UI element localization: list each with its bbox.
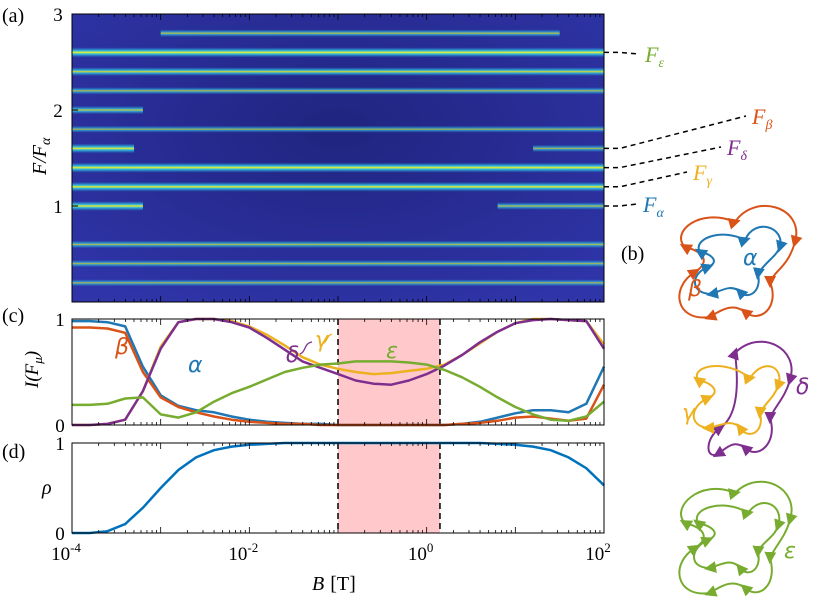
orbit-delta-path: [707, 340, 791, 455]
intensity-panel: 01 I(Fμ) β α δ γ ε: [22, 310, 606, 437]
rho-panel: 01 10-4 10-2 100 102 ρ B [T]: [41, 14, 611, 595]
heatmap-band: [72, 259, 604, 268]
panel-label-c: (c): [2, 305, 24, 327]
intensity-y-ticks: 01: [55, 310, 78, 437]
frequency-label: Fβ: [751, 104, 772, 133]
panel-label-b: (b): [621, 243, 644, 265]
heatmap-band: [72, 47, 604, 58]
orbit-label-gamma: γ: [682, 401, 696, 426]
heatmap-bands: [72, 29, 604, 287]
series-line-epsilon: [72, 360, 605, 423]
orbit-alpha-path: [695, 225, 781, 295]
frequency-label: Fα: [642, 192, 664, 221]
heatmap-band: [72, 240, 604, 249]
frequency-leader: [604, 115, 747, 150]
rho-ytick-label: 1: [55, 434, 65, 455]
intensity-series-labels: β α δ γ ε: [114, 328, 398, 378]
shaded-region-d: [338, 443, 440, 533]
heatmap-band: [72, 143, 135, 154]
heatmap-band: [72, 181, 604, 192]
heatmap-band: [160, 29, 560, 37]
orbit-label-delta: δ: [796, 375, 809, 400]
frequency-leader: [604, 171, 688, 188]
frequency-leader: [604, 146, 722, 169]
rho-y-ticks: 01: [55, 434, 78, 545]
rho-xtick-label: 10-4: [51, 540, 81, 565]
heatmap-band: [497, 202, 604, 210]
heatmap-ytick-label: 2: [53, 101, 63, 122]
panel-label-a: (a): [2, 5, 24, 27]
frequency-label: Fε: [644, 42, 664, 71]
heatmap-background: [72, 14, 604, 302]
orbit-gamma-path: [694, 365, 780, 434]
orbit-beta-path: [679, 205, 796, 318]
label-gamma-leader: [321, 333, 333, 345]
label-gamma: γ: [315, 328, 329, 353]
heatmap-band: [533, 144, 604, 153]
heatmap-band: [72, 201, 143, 211]
rho-xtick-label: 102: [585, 540, 611, 565]
intensity-lines: [72, 317, 606, 427]
heatmap-band: [72, 105, 143, 115]
orbit-alpha-beta: α β: [679, 205, 796, 318]
heatmap-band: [72, 125, 604, 133]
frequency-label: Fγ: [692, 160, 712, 189]
rho-xtick-label: 100: [408, 540, 434, 565]
orbit-label-alpha: α: [743, 246, 758, 271]
heatmap-band: [72, 67, 604, 76]
frequency-leader: [604, 51, 640, 55]
rho-ylabel: ρ: [41, 477, 52, 499]
heatmap-ylabel: F/Fα: [29, 137, 54, 176]
label-delta: δ: [286, 343, 299, 368]
heatmap-ytick-label: 3: [53, 5, 63, 26]
frequency-label: Fδ: [726, 135, 747, 164]
heatmap-band: [72, 87, 604, 95]
orbit-label-beta: β: [687, 277, 702, 302]
label-alpha: α: [188, 353, 203, 378]
intensity-ytick-label: 0: [55, 416, 65, 437]
rho-xtick-label: 10-2: [228, 540, 258, 565]
label-epsilon: ε: [386, 339, 398, 364]
orbit-label-epsilon: ε: [784, 539, 796, 564]
orbit-epsilon-path-inner: [694, 502, 779, 572]
label-beta: β: [114, 335, 129, 360]
label-delta-leader: [299, 341, 313, 355]
rho-x-ticks: 10-4 10-2 100 102: [51, 14, 611, 565]
intensity-ylabel: I(Fμ): [22, 351, 45, 389]
orbit-gamma-delta: δ γ: [682, 340, 809, 455]
orbit-diagrams: α β δ γ ε: [679, 205, 809, 594]
heatmap-ytick-label: 1: [53, 197, 63, 218]
orbit-epsilon: ε: [679, 480, 796, 594]
frequency-leader: [604, 203, 638, 207]
rho-ytick-label: 0: [55, 524, 65, 545]
orbit-epsilon-path-outer: [679, 480, 791, 594]
panel-label-d: (d): [2, 441, 25, 463]
heatmap-band: [72, 279, 604, 287]
intensity-ytick-label: 1: [55, 310, 65, 331]
heatmap-band: [72, 162, 604, 173]
rho-xlabel: B [T]: [312, 573, 356, 595]
heatmap-y-ticks: 1 2 3: [53, 5, 78, 218]
